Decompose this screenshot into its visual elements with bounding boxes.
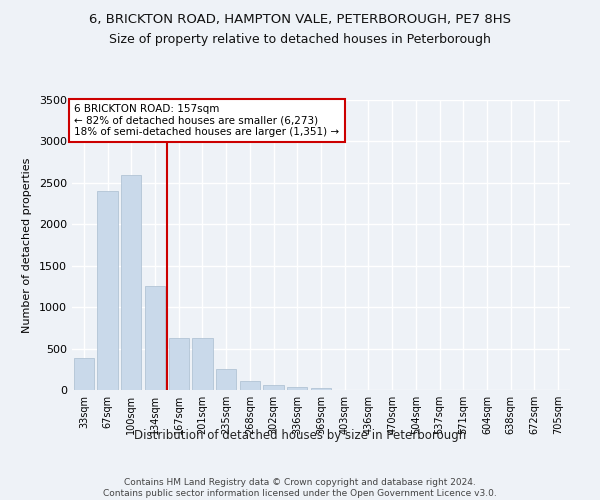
- Text: Contains HM Land Registry data © Crown copyright and database right 2024.
Contai: Contains HM Land Registry data © Crown c…: [103, 478, 497, 498]
- Bar: [74, 358, 94, 390]
- Bar: [216, 370, 236, 390]
- Text: 6 BRICKTON ROAD: 157sqm
← 82% of detached houses are smaller (6,273)
18% of semi: 6 BRICKTON ROAD: 157sqm ← 82% of detache…: [74, 104, 340, 138]
- Text: Distribution of detached houses by size in Peterborough: Distribution of detached houses by size …: [134, 428, 466, 442]
- Bar: [287, 386, 307, 390]
- Bar: [97, 191, 118, 390]
- Y-axis label: Number of detached properties: Number of detached properties: [22, 158, 32, 332]
- Bar: [169, 338, 189, 390]
- Text: Size of property relative to detached houses in Peterborough: Size of property relative to detached ho…: [109, 32, 491, 46]
- Bar: [145, 286, 165, 390]
- Bar: [240, 381, 260, 390]
- Text: 6, BRICKTON ROAD, HAMPTON VALE, PETERBOROUGH, PE7 8HS: 6, BRICKTON ROAD, HAMPTON VALE, PETERBOR…: [89, 12, 511, 26]
- Bar: [121, 174, 142, 390]
- Bar: [193, 338, 212, 390]
- Bar: [311, 388, 331, 390]
- Bar: [263, 385, 284, 390]
